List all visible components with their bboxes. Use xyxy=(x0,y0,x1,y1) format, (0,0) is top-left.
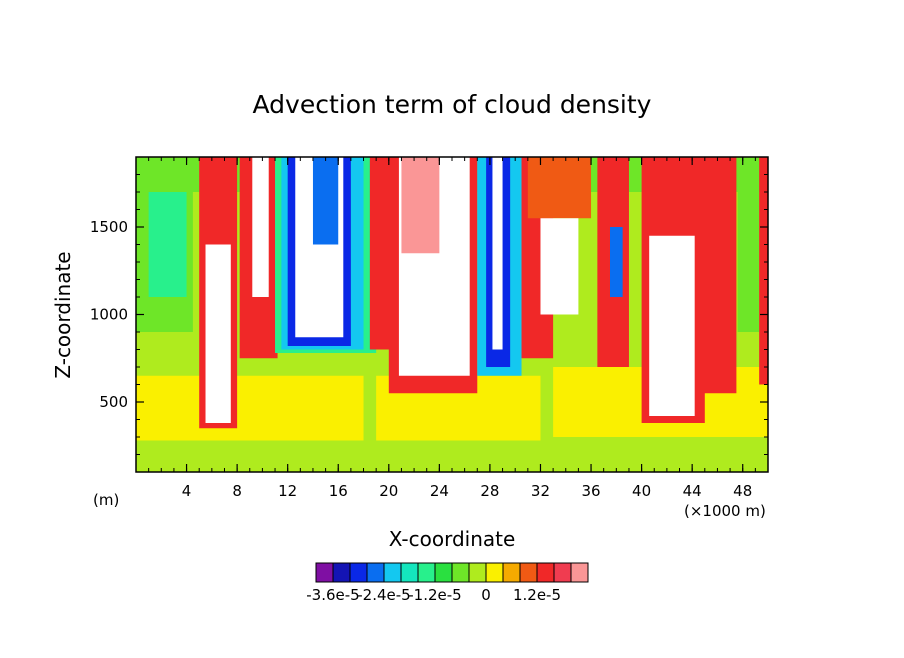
y-tick-label-2: 1500 xyxy=(90,218,128,236)
colorbar-label-1: -2.4e-5 xyxy=(357,586,410,604)
heatmap-region-31 xyxy=(698,157,737,394)
x-axis: 4 8 12 16 20 24 28 32 36 40 44 48 xyxy=(148,157,756,500)
x-tick-label-6: 28 xyxy=(480,482,499,500)
heatmap-region-33 xyxy=(759,157,768,385)
colorbar-swatch-10 xyxy=(485,562,504,583)
colorbar-swatch-13 xyxy=(536,562,555,583)
colorbar-swatch-14 xyxy=(553,562,572,583)
chart-title: Advection term of cloud density xyxy=(253,90,652,119)
y-tick-label-1: 1000 xyxy=(90,306,128,324)
colorbar-swatch-0 xyxy=(315,562,334,583)
x-tick-label-5: 24 xyxy=(430,482,449,500)
y-tick-label-0: 500 xyxy=(99,393,128,411)
heatmap-region-25 xyxy=(527,157,592,219)
x-tick-label-10: 44 xyxy=(683,482,702,500)
x-unit-right: (×1000 m) xyxy=(684,502,766,520)
y-axis-label: Z-coordinate xyxy=(51,251,75,378)
y-axis: 500 1000 1500 xyxy=(90,174,768,455)
colorbar-swatch-15 xyxy=(570,562,589,583)
colorbar-swatch-9 xyxy=(468,562,487,583)
heatmap-region-11 xyxy=(252,157,269,297)
heatmap-region-32 xyxy=(737,157,760,332)
colorbar-label-4: 1.2e-5 xyxy=(513,586,561,604)
x-tick-label-0: 4 xyxy=(182,482,192,500)
colorbar-label-3: 0 xyxy=(481,586,491,604)
heatmap-region-16 xyxy=(312,157,339,245)
x-tick-label-3: 16 xyxy=(329,482,348,500)
heatmap-region-26 xyxy=(540,218,579,315)
colorbar-swatch-6 xyxy=(417,562,436,583)
heatmap-region-23 xyxy=(492,157,503,350)
x-axis-label: X-coordinate xyxy=(389,527,516,551)
x-tick-label-9: 40 xyxy=(632,482,651,500)
colorbar-swatch-7 xyxy=(434,562,453,583)
heatmap-region-20 xyxy=(401,157,440,254)
x-tick-label-1: 8 xyxy=(232,482,242,500)
colorbar-swatch-11 xyxy=(502,562,521,583)
heatmap-field xyxy=(136,157,768,472)
colorbar-swatch-8 xyxy=(451,562,470,583)
colorbar: -3.6e-5-2.4e-5-1.2e-5 0 1.2e-5 xyxy=(306,562,589,604)
colorbar-swatch-3 xyxy=(366,562,385,583)
x-tick-label-7: 32 xyxy=(531,482,550,500)
heatmap-region-6 xyxy=(148,174,187,297)
heatmap-region-30 xyxy=(649,235,695,416)
x-tick-label-4: 20 xyxy=(379,482,398,500)
x-tick-label-8: 36 xyxy=(581,482,600,500)
colorbar-swatch-12 xyxy=(519,562,538,583)
x-unit-left: (m) xyxy=(93,491,119,509)
x-tick-label-11: 48 xyxy=(733,482,752,500)
colorbar-swatch-4 xyxy=(383,562,402,583)
colorbar-swatch-2 xyxy=(349,562,368,583)
heatmap-region-28 xyxy=(610,227,623,297)
colorbar-label-2: -1.2e-5 xyxy=(408,586,461,604)
heatmap-region-9 xyxy=(205,244,231,423)
heatmap-region-2 xyxy=(136,375,364,441)
colorbar-label-0: -3.6e-5 xyxy=(306,586,359,604)
colorbar-swatch-1 xyxy=(332,562,351,583)
x-tick-label-2: 12 xyxy=(278,482,297,500)
colorbar-swatch-5 xyxy=(400,562,419,583)
